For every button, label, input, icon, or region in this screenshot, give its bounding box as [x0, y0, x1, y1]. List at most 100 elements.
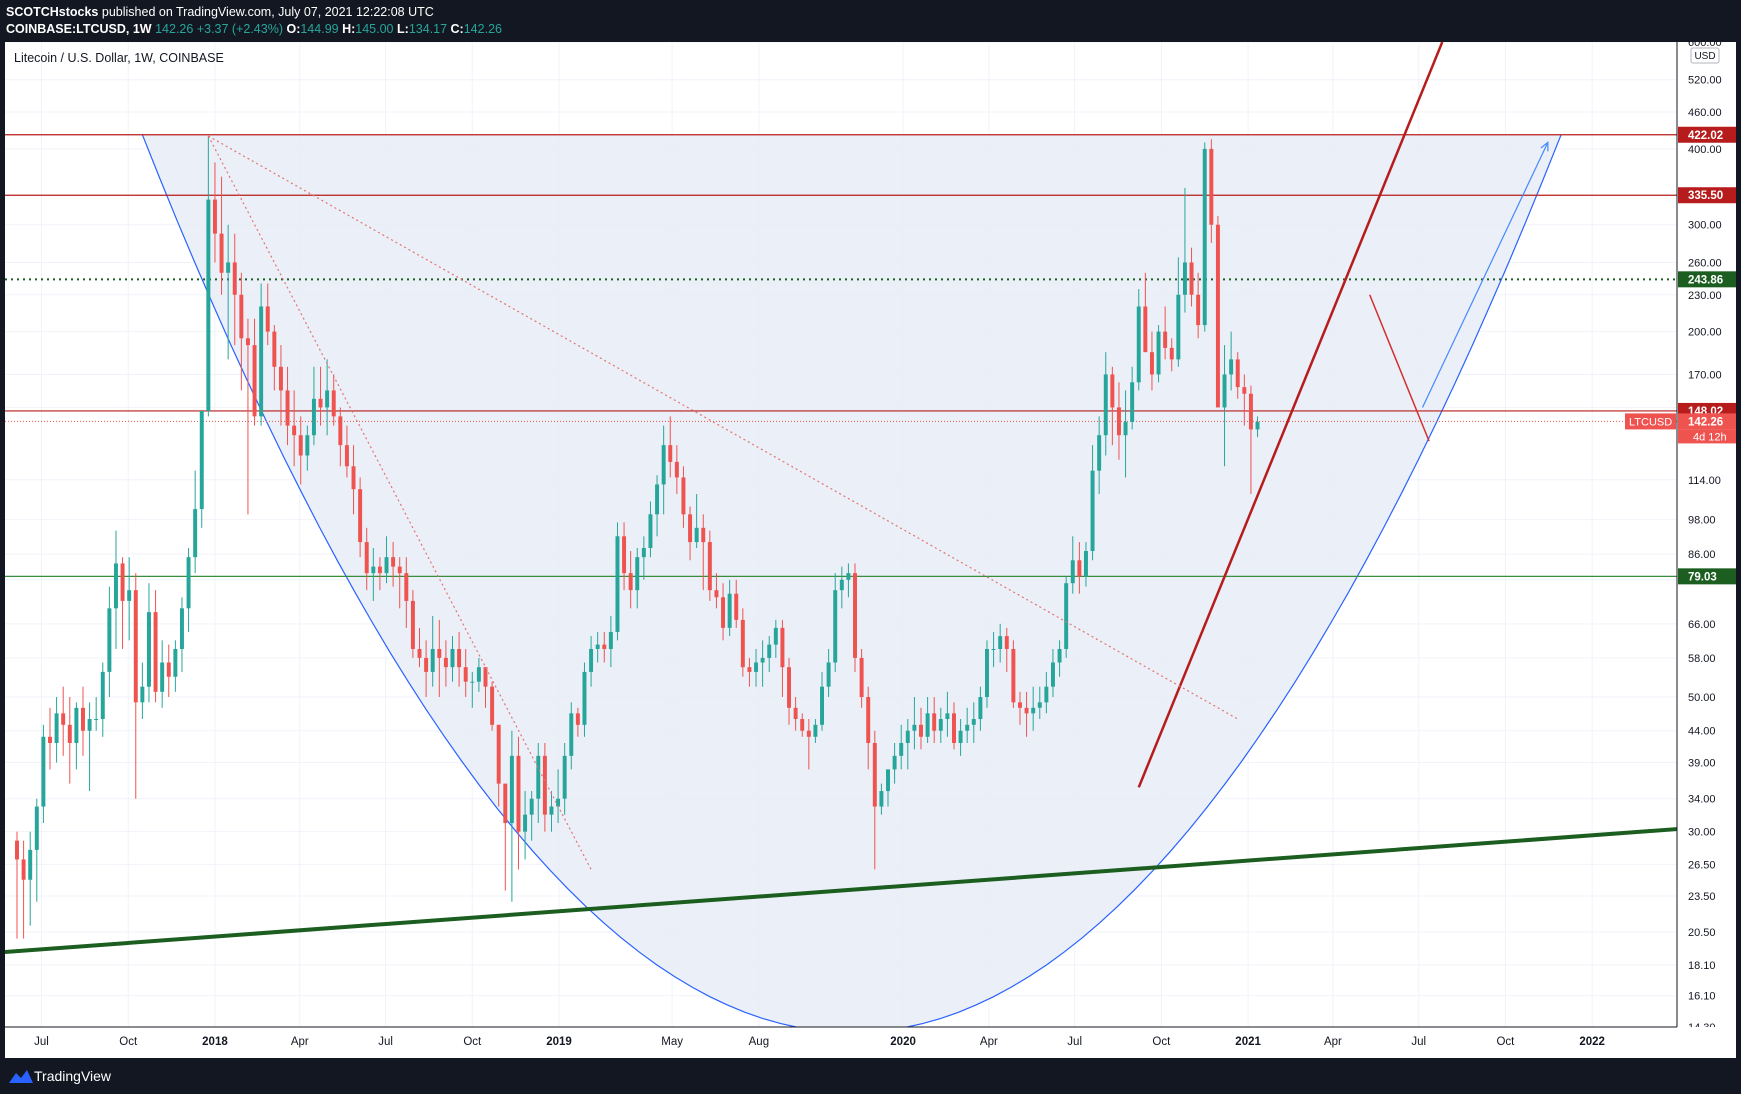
- candle-body: [1004, 636, 1009, 649]
- candle-body: [1116, 407, 1121, 436]
- candle: [608, 615, 613, 668]
- candle-body: [1136, 306, 1141, 383]
- candle-body: [371, 566, 376, 574]
- chart-area[interactable]: 600.00 520.00 460.00 400.00 300.00 260.00 230.…: [5, 42, 1736, 1058]
- candle: [668, 416, 673, 478]
- candle-body: [81, 707, 85, 731]
- candle-body: [1209, 148, 1214, 225]
- candle: [67, 697, 72, 784]
- candle: [206, 136, 211, 417]
- candle-body: [1103, 374, 1108, 436]
- candle: [1017, 691, 1022, 725]
- candle-body: [1182, 262, 1187, 295]
- candle-body: [727, 593, 732, 628]
- publisher-name[interactable]: SCOTCHstocks: [6, 5, 99, 19]
- price-tag-label: 79.03: [1688, 571, 1717, 583]
- candle-body: [1057, 648, 1062, 663]
- candle: [358, 477, 363, 558]
- candle: [15, 831, 19, 939]
- candle: [958, 719, 963, 756]
- candle: [107, 586, 112, 698]
- candle-body: [384, 557, 389, 574]
- footer-brand[interactable]: TradingView: [34, 1068, 112, 1084]
- candle: [978, 686, 983, 731]
- candle-body: [813, 724, 818, 737]
- price-tag: [1678, 271, 1736, 288]
- candle: [1255, 416, 1260, 438]
- tradingview-logo-icon[interactable]: [8, 1067, 34, 1085]
- low-label: L:: [397, 22, 409, 36]
- candle: [325, 359, 330, 436]
- candle: [701, 514, 706, 591]
- candle-body: [107, 608, 112, 672]
- candle-body: [985, 648, 989, 698]
- candle: [1182, 187, 1187, 313]
- last-price: 142.26: [155, 22, 194, 36]
- candle-body: [694, 527, 699, 543]
- y-tick-label: 20.50: [1688, 927, 1716, 939]
- candle-body: [54, 713, 59, 743]
- candle-body: [760, 657, 765, 663]
- candle: [556, 769, 561, 824]
- y-tick-label: 300.00: [1688, 220, 1722, 232]
- candle: [344, 425, 349, 478]
- x-tick-label: Oct: [1152, 1036, 1171, 1048]
- candle: [866, 686, 871, 770]
- y-tick-label: 230.00: [1688, 290, 1722, 302]
- candle-body: [991, 648, 996, 650]
- x-tick-label: 2019: [546, 1036, 572, 1048]
- price-chart[interactable]: 600.00 520.00 460.00 400.00 300.00 260.00 230.…: [5, 42, 1736, 1058]
- candle: [245, 318, 250, 515]
- x-tick-label: Jul: [1411, 1036, 1426, 1048]
- candle-body: [252, 345, 257, 417]
- candle: [938, 707, 943, 743]
- open-value: 144.99: [300, 22, 339, 36]
- candle: [318, 366, 323, 426]
- candle: [424, 640, 429, 698]
- candle: [391, 542, 396, 587]
- candle: [186, 548, 191, 632]
- candle: [892, 742, 897, 784]
- candle-body: [457, 648, 462, 668]
- candle-body: [1189, 262, 1194, 295]
- candle: [450, 636, 455, 682]
- candle: [681, 466, 686, 528]
- candle-body: [404, 573, 409, 601]
- candle-body: [655, 484, 660, 515]
- candle: [952, 702, 956, 750]
- candle: [945, 691, 950, 737]
- candle: [1163, 306, 1168, 360]
- candle: [754, 648, 759, 687]
- candle-body: [721, 597, 726, 628]
- candle-body: [628, 573, 633, 591]
- candle: [430, 615, 435, 687]
- candle-body: [173, 648, 178, 677]
- candle-body: [1163, 331, 1168, 348]
- candle: [595, 631, 600, 663]
- candle: [820, 671, 824, 731]
- high-value: 145.00: [355, 22, 394, 36]
- candle-body: [542, 755, 547, 815]
- candle-body: [905, 730, 910, 743]
- candle: [549, 791, 554, 832]
- candle: [384, 536, 389, 584]
- candle-body: [886, 769, 890, 792]
- candle: [470, 671, 475, 708]
- y-tick-label: 39.00: [1688, 758, 1716, 770]
- candle-body: [490, 686, 495, 725]
- candle: [153, 590, 158, 703]
- y-tick-label: 600.00: [1688, 42, 1722, 49]
- y-tick-label: 34.00: [1688, 794, 1716, 806]
- candle-body: [1143, 306, 1148, 353]
- candle-body: [661, 445, 666, 485]
- candle-body: [140, 686, 145, 703]
- high-label: H:: [342, 22, 356, 36]
- chart-header: SCOTCHstocks published on TradingView.co…: [0, 0, 1741, 42]
- candle-body: [820, 686, 824, 725]
- x-tick-label: Jul: [1067, 1036, 1082, 1048]
- candle-body: [866, 697, 871, 743]
- candle: [965, 707, 970, 743]
- y-tick-label: 16.10: [1688, 991, 1716, 1003]
- candle: [61, 686, 66, 756]
- candle-body: [212, 199, 217, 234]
